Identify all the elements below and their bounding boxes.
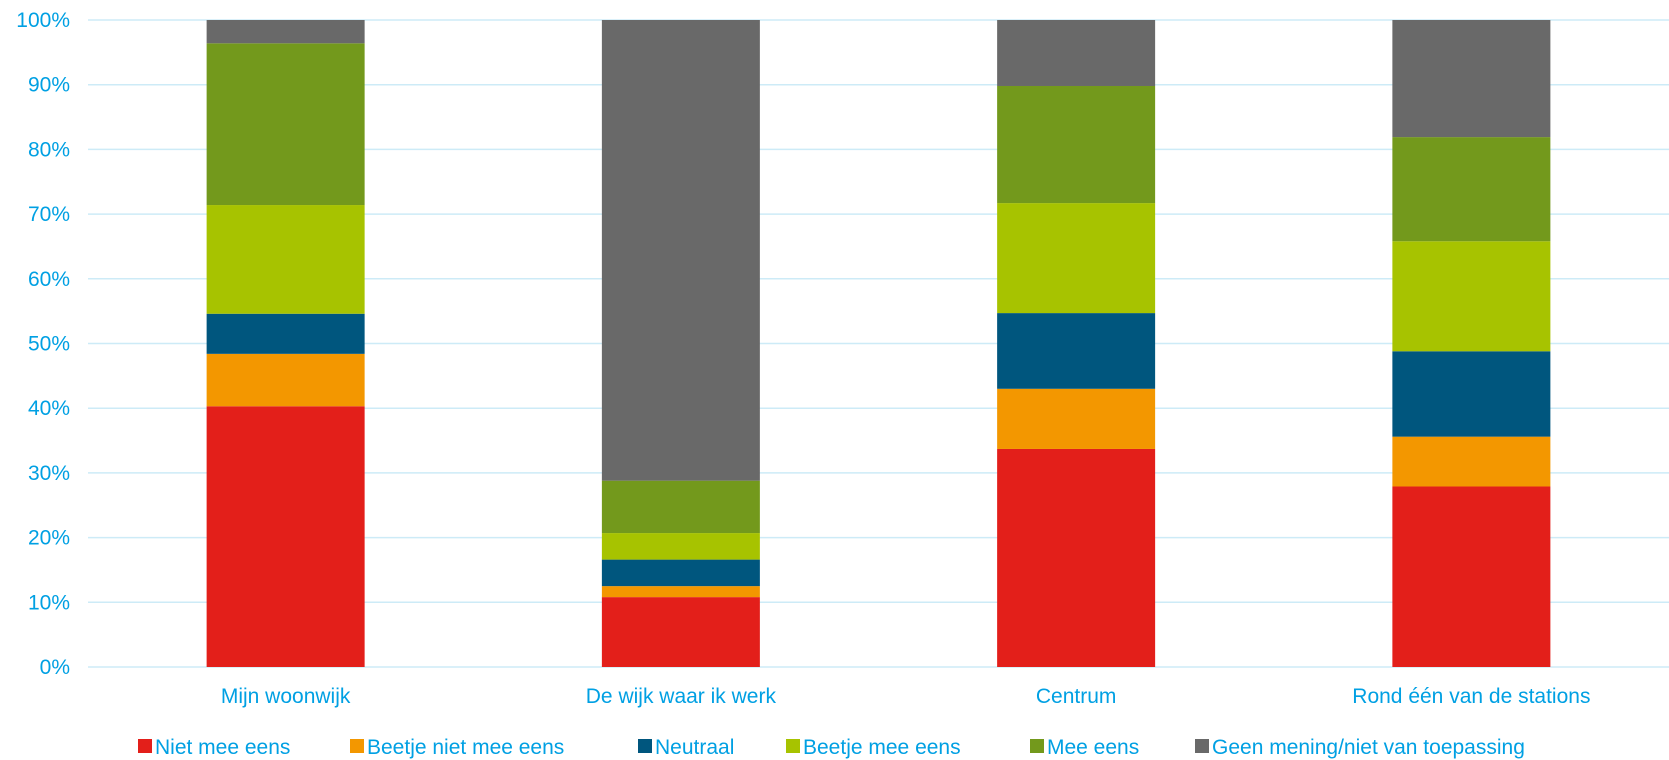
legend-label: Mee eens (1047, 736, 1139, 759)
y-axis-tick-labels: 0% 10% 20% 30% 40% 50% 60% 70% 80% 90% 100% (16, 9, 70, 679)
bar-segment (206, 313, 365, 354)
bar-segment (601, 597, 760, 667)
bar-segment (1392, 241, 1551, 352)
legend-swatch (350, 739, 364, 753)
bar-segment (997, 20, 1156, 86)
y-tick-label: 0% (40, 656, 70, 679)
legend-swatch (138, 739, 152, 753)
bar-segment (997, 388, 1156, 449)
legend-label: Beetje mee eens (803, 736, 961, 759)
bar-segment (206, 43, 365, 206)
bar-segment (206, 353, 365, 407)
bar-segment (601, 480, 760, 534)
legend-swatch (786, 739, 800, 753)
y-tick-label: 70% (28, 203, 70, 226)
bar-segment (601, 533, 760, 560)
bar-segment (1392, 351, 1551, 437)
y-tick-label: 30% (28, 462, 70, 485)
bar-segment (1392, 20, 1551, 138)
x-category-label: Centrum (1036, 685, 1117, 708)
bars (206, 20, 1551, 667)
y-tick-label: 90% (28, 74, 70, 97)
x-category-label: De wijk waar ik werk (586, 685, 777, 708)
legend: Niet mee eens Beetje niet mee eens Neutraa… (138, 736, 1525, 759)
x-category-label: Mijn woonwijk (221, 685, 351, 708)
bar-segment (601, 586, 760, 598)
bar-segment (997, 85, 1156, 204)
bar-segment (997, 313, 1156, 389)
bar-segment (206, 20, 365, 44)
bar-segment (997, 203, 1156, 314)
y-tick-label: 80% (28, 138, 70, 161)
y-tick-label: 50% (28, 333, 70, 356)
x-category-label: Rond één van de stations (1352, 685, 1590, 708)
bar-segment (997, 448, 1156, 667)
bar-segment (1392, 486, 1551, 667)
legend-label: Niet mee eens (155, 736, 290, 759)
bar-segment (206, 406, 365, 667)
y-tick-label: 100% (16, 9, 70, 32)
bar-segment (206, 205, 365, 314)
bar-segment (1392, 137, 1551, 242)
legend-label: Beetje niet mee eens (367, 736, 564, 759)
bar-segment (1392, 436, 1551, 487)
bar-segment (601, 20, 760, 481)
legend-swatch (1195, 739, 1209, 753)
y-tick-label: 60% (28, 268, 70, 291)
legend-swatch (1030, 739, 1044, 753)
y-tick-label: 10% (28, 591, 70, 614)
legend-label: Neutraal (655, 736, 734, 759)
y-tick-label: 40% (28, 397, 70, 420)
x-axis-category-labels: Mijn woonwijk De wijk waar ik werk Centrum… (221, 685, 1591, 708)
legend-swatch (638, 739, 652, 753)
y-tick-label: 20% (28, 527, 70, 550)
bar-segment (601, 559, 760, 587)
legend-label: Geen mening/niet van toepassing (1212, 736, 1525, 759)
